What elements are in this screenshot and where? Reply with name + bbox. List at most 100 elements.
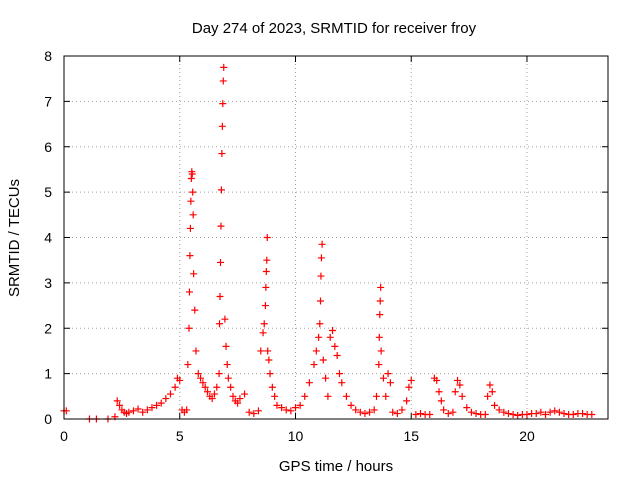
data-point	[296, 401, 304, 409]
data-point	[183, 406, 191, 414]
data-point	[271, 392, 279, 400]
data-point	[157, 399, 165, 407]
data-point	[189, 211, 197, 219]
data-point	[201, 383, 209, 391]
data-point	[335, 370, 343, 378]
data-point	[224, 374, 232, 382]
data-point	[376, 311, 384, 319]
data-point	[405, 383, 413, 391]
data-point	[278, 404, 286, 412]
data-point	[546, 408, 554, 416]
data-point	[407, 376, 415, 384]
data-point	[215, 370, 223, 378]
data-point	[219, 77, 227, 85]
data-point	[197, 374, 205, 382]
data-point	[287, 407, 295, 415]
data-point	[222, 342, 230, 350]
data-point	[338, 379, 346, 387]
data-point	[458, 392, 466, 400]
chart-title: Day 274 of 2023, SRMTID for receiver fro…	[192, 20, 477, 37]
data-point	[377, 283, 385, 291]
data-point	[191, 306, 199, 314]
data-point	[210, 390, 218, 398]
data-point	[463, 404, 471, 412]
data-point	[373, 392, 381, 400]
data-point	[386, 379, 394, 387]
data-point	[456, 381, 464, 389]
data-point	[264, 347, 272, 355]
data-point	[319, 356, 327, 364]
data-point	[219, 100, 227, 108]
y-tick-label: 3	[44, 275, 52, 291]
data-point	[451, 388, 459, 396]
data-point	[523, 410, 531, 418]
y-tick-label: 1	[44, 366, 52, 382]
data-point	[322, 374, 330, 382]
data-point	[486, 381, 494, 389]
data-point	[370, 406, 378, 414]
data-point	[129, 407, 137, 415]
data-point	[514, 411, 522, 419]
data-point	[266, 370, 274, 378]
data-point	[257, 347, 265, 355]
data-point	[376, 297, 384, 305]
data-point	[324, 392, 332, 400]
data-point	[532, 410, 540, 418]
data-point	[245, 408, 253, 416]
data-point	[454, 376, 462, 384]
data-point	[433, 376, 441, 384]
data-point	[282, 406, 290, 414]
data-point	[491, 401, 499, 409]
data-point	[218, 122, 226, 130]
data-point	[305, 379, 313, 387]
data-points	[60, 63, 596, 423]
data-point	[166, 390, 174, 398]
data-point	[234, 399, 242, 407]
data-point	[259, 329, 267, 337]
data-point	[317, 254, 325, 262]
data-point	[139, 408, 147, 416]
data-point	[384, 370, 392, 378]
data-point	[393, 410, 401, 418]
data-point	[194, 370, 202, 378]
data-point	[218, 150, 226, 158]
data-point	[263, 234, 271, 241]
data-point	[467, 408, 475, 416]
data-point	[134, 405, 142, 413]
data-point	[437, 397, 445, 405]
data-point	[185, 324, 193, 332]
data-point	[315, 333, 323, 341]
y-tick-label: 7	[44, 93, 52, 109]
data-point	[268, 383, 276, 391]
data-point	[236, 395, 244, 403]
data-point	[331, 342, 339, 350]
data-point	[221, 315, 229, 323]
data-point	[495, 406, 503, 414]
data-point	[326, 333, 334, 341]
data-point	[352, 406, 360, 414]
data-point	[509, 410, 517, 418]
y-tick-label: 4	[44, 230, 52, 246]
y-tick-label: 0	[44, 411, 52, 427]
data-point	[379, 374, 387, 382]
data-point	[555, 408, 563, 416]
x-tick-label: 5	[176, 428, 184, 444]
data-point	[186, 252, 194, 260]
data-point	[312, 347, 320, 355]
data-point	[187, 175, 195, 183]
x-tick-label: 20	[519, 428, 535, 444]
data-point	[366, 408, 374, 416]
data-point	[316, 320, 324, 328]
data-point	[148, 404, 156, 412]
data-point	[382, 392, 390, 400]
data-point	[254, 407, 262, 415]
data-point	[588, 410, 596, 418]
y-tick-label: 5	[44, 184, 52, 200]
data-point	[449, 408, 457, 416]
x-tick-label: 10	[288, 428, 304, 444]
data-point	[265, 356, 273, 364]
data-point	[375, 333, 383, 341]
data-point	[153, 401, 161, 409]
data-point	[569, 410, 577, 418]
